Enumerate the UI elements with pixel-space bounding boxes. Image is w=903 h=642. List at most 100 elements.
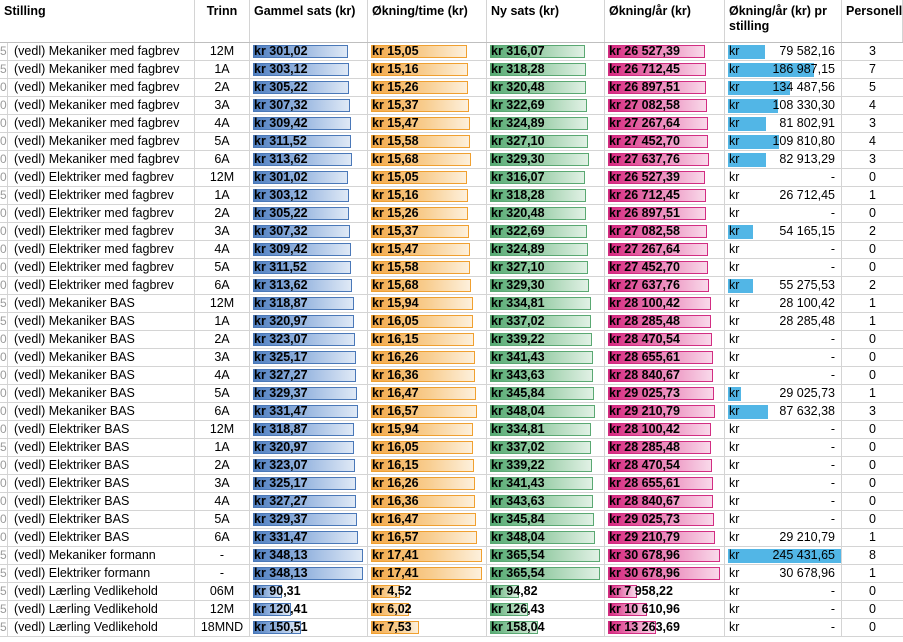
cell-ny-sats[interactable]: kr 341,43	[487, 349, 605, 366]
cell-personell[interactable]: 4	[869, 134, 876, 148]
cell-ny-sats[interactable]: kr 339,22	[487, 457, 605, 474]
cell-okning-ar-stilling[interactable]: kr -	[725, 439, 842, 456]
cell-trinn[interactable]: 1A	[195, 187, 250, 204]
cell-ny-sats[interactable]: kr 158,04	[487, 619, 605, 636]
cell-stilling[interactable]: (vedl) Mekaniker formann	[8, 547, 195, 564]
cell-stilling[interactable]: (vedl) Elektriker BAS	[8, 439, 195, 456]
cell-okning-ar-stilling[interactable]: kr -	[725, 241, 842, 258]
cell-personell[interactable]: 0	[869, 512, 876, 526]
cell-okning-time[interactable]: kr 16,15	[368, 457, 487, 474]
cell-personell[interactable]: 0	[869, 620, 876, 634]
cell-okning-ar-stilling[interactable]: kr 108 330,30	[725, 97, 842, 114]
cell-personell[interactable]: 3	[869, 116, 876, 130]
cell-trinn[interactable]: 5A	[195, 259, 250, 276]
cell-trinn[interactable]: 6A	[195, 403, 250, 420]
cell-ny-sats[interactable]: kr 329,30	[487, 277, 605, 294]
cell-trinn[interactable]: 12M	[195, 601, 250, 618]
cell-ny-sats[interactable]: kr 322,69	[487, 223, 605, 240]
cell-ny-sats[interactable]: kr 318,28	[487, 61, 605, 78]
cell-stilling[interactable]: (vedl) Mekaniker BAS	[8, 367, 195, 384]
cell-okning-ar[interactable]: kr 29 025,73	[605, 385, 725, 402]
cell-okning-ar[interactable]: kr 28 285,48	[605, 313, 725, 330]
cell-trinn[interactable]: 6A	[195, 277, 250, 294]
cell-stilling[interactable]: (vedl) Elektriker BAS	[8, 457, 195, 474]
cell-okning-ar-stilling[interactable]: kr 245 431,65	[725, 547, 842, 564]
cell-okning-ar-stilling[interactable]: kr -	[725, 331, 842, 348]
cell-personell[interactable]: 1	[869, 566, 876, 580]
cell-ny-sats[interactable]: kr 320,48	[487, 205, 605, 222]
cell-okning-time[interactable]: kr 15,05	[368, 43, 487, 60]
header-okning-ar[interactable]: Økning/år (kr)	[605, 0, 725, 42]
cell-gammel-sats[interactable]: kr 325,17	[250, 475, 368, 492]
cell-trinn[interactable]: 5A	[195, 133, 250, 150]
cell-gammel-sats[interactable]: kr 318,87	[250, 295, 368, 312]
cell-personell[interactable]: 0	[869, 332, 876, 346]
cell-okning-ar-stilling[interactable]: kr 28 100,42	[725, 295, 842, 312]
cell-okning-ar[interactable]: kr 26 897,51	[605, 205, 725, 222]
cell-okning-time[interactable]: kr 16,57	[368, 403, 487, 420]
cell-okning-ar[interactable]: kr 30 678,96	[605, 565, 725, 582]
cell-gammel-sats[interactable]: kr 329,37	[250, 511, 368, 528]
cell-personell[interactable]: 1	[869, 386, 876, 400]
cell-okning-ar[interactable]: kr 28 840,67	[605, 367, 725, 384]
cell-personell[interactable]: 0	[869, 458, 876, 472]
cell-trinn[interactable]: 12M	[195, 169, 250, 186]
cell-personell[interactable]: 1	[869, 296, 876, 310]
cell-personell[interactable]: 0	[869, 368, 876, 382]
cell-personell[interactable]: 3	[869, 44, 876, 58]
cell-stilling[interactable]: (vedl) Elektriker med fagbrev	[8, 259, 195, 276]
cell-trinn[interactable]: 2A	[195, 79, 250, 96]
cell-okning-ar-stilling[interactable]: kr -	[725, 349, 842, 366]
cell-okning-ar[interactable]: kr 27 452,70	[605, 259, 725, 276]
cell-gammel-sats[interactable]: kr 318,87	[250, 421, 368, 438]
cell-ny-sats[interactable]: kr 365,54	[487, 565, 605, 582]
cell-stilling[interactable]: (vedl) Mekaniker BAS	[8, 331, 195, 348]
cell-okning-ar[interactable]: kr 26 712,45	[605, 187, 725, 204]
cell-okning-ar-stilling[interactable]: kr -	[725, 619, 842, 636]
cell-ny-sats[interactable]: kr 337,02	[487, 313, 605, 330]
cell-personell[interactable]: 0	[869, 422, 876, 436]
cell-okning-time[interactable]: kr 16,15	[368, 331, 487, 348]
cell-okning-time[interactable]: kr 15,26	[368, 79, 487, 96]
cell-ny-sats[interactable]: kr 94,82	[487, 583, 605, 600]
cell-gammel-sats[interactable]: kr 348,13	[250, 565, 368, 582]
cell-personell[interactable]: 0	[869, 242, 876, 256]
cell-okning-time[interactable]: kr 6,02	[368, 601, 487, 618]
cell-okning-ar[interactable]: kr 27 637,76	[605, 277, 725, 294]
cell-stilling[interactable]: (vedl) Mekaniker med fagbrev	[8, 43, 195, 60]
cell-okning-time[interactable]: kr 16,47	[368, 511, 487, 528]
cell-personell[interactable]: 5	[869, 80, 876, 94]
cell-okning-time[interactable]: kr 7,53	[368, 619, 487, 636]
cell-stilling[interactable]: (vedl) Mekaniker BAS	[8, 313, 195, 330]
cell-gammel-sats[interactable]: kr 120,41	[250, 601, 368, 618]
cell-okning-time[interactable]: kr 15,94	[368, 295, 487, 312]
cell-okning-ar-stilling[interactable]: kr 81 802,91	[725, 115, 842, 132]
cell-stilling[interactable]: (vedl) Elektriker med fagbrev	[8, 169, 195, 186]
cell-okning-ar-stilling[interactable]: kr 54 165,15	[725, 223, 842, 240]
cell-okning-ar[interactable]: kr 26 712,45	[605, 61, 725, 78]
cell-trinn[interactable]: 3A	[195, 349, 250, 366]
cell-stilling[interactable]: (vedl) Mekaniker med fagbrev	[8, 61, 195, 78]
cell-okning-time[interactable]: kr 15,47	[368, 241, 487, 258]
cell-okning-ar-stilling[interactable]: kr 55 275,53	[725, 277, 842, 294]
cell-okning-ar[interactable]: kr 28 100,42	[605, 421, 725, 438]
cell-okning-ar[interactable]: kr 27 082,58	[605, 223, 725, 240]
cell-okning-ar-stilling[interactable]: kr -	[725, 169, 842, 186]
cell-gammel-sats[interactable]: kr 348,13	[250, 547, 368, 564]
cell-okning-ar[interactable]: kr 28 655,61	[605, 349, 725, 366]
cell-trinn[interactable]: -	[195, 547, 250, 564]
cell-stilling[interactable]: (vedl) Elektriker BAS	[8, 475, 195, 492]
cell-okning-time[interactable]: kr 16,57	[368, 529, 487, 546]
cell-okning-time[interactable]: kr 16,05	[368, 439, 487, 456]
cell-okning-time[interactable]: kr 15,68	[368, 277, 487, 294]
cell-stilling[interactable]: (vedl) Mekaniker BAS	[8, 385, 195, 402]
cell-okning-ar[interactable]: kr 29 210,79	[605, 403, 725, 420]
cell-personell[interactable]: 1	[869, 188, 876, 202]
cell-ny-sats[interactable]: kr 316,07	[487, 43, 605, 60]
header-trinn[interactable]: Trinn	[195, 0, 250, 42]
cell-okning-time[interactable]: kr 15,05	[368, 169, 487, 186]
cell-trinn[interactable]: 1A	[195, 439, 250, 456]
cell-ny-sats[interactable]: kr 327,10	[487, 259, 605, 276]
cell-personell[interactable]: 7	[869, 62, 876, 76]
